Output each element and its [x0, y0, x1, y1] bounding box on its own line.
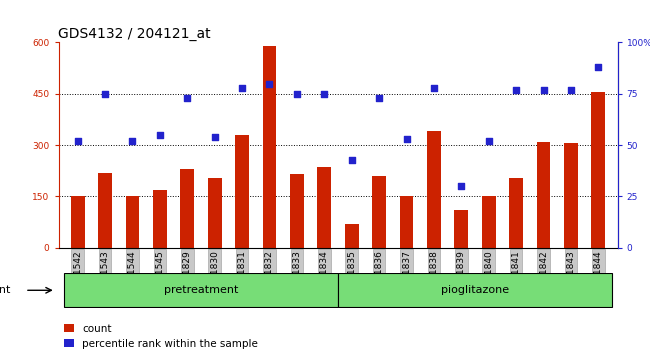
- Bar: [208, 178, 222, 248]
- Text: GDS4132 / 204121_at: GDS4132 / 204121_at: [58, 28, 211, 41]
- Bar: [427, 131, 441, 248]
- Bar: [537, 142, 551, 248]
- Bar: [564, 143, 578, 248]
- Bar: [372, 176, 386, 248]
- Bar: [235, 135, 249, 248]
- Point: [538, 87, 549, 92]
- Legend: count, percentile rank within the sample: count, percentile rank within the sample: [64, 324, 258, 349]
- Bar: [454, 210, 468, 248]
- Text: pretreatment: pretreatment: [164, 285, 238, 295]
- Text: agent: agent: [0, 285, 11, 295]
- Point: [511, 87, 521, 92]
- Point: [155, 132, 165, 138]
- Bar: [509, 178, 523, 248]
- Bar: [98, 172, 112, 248]
- Point: [209, 134, 220, 140]
- Point: [484, 138, 494, 144]
- Point: [127, 138, 138, 144]
- Bar: [317, 167, 331, 248]
- Point: [401, 136, 411, 142]
- Bar: [482, 196, 495, 248]
- Bar: [181, 169, 194, 248]
- Point: [566, 87, 576, 92]
- Point: [100, 91, 110, 97]
- Bar: [153, 190, 167, 248]
- Point: [265, 81, 275, 86]
- Point: [593, 64, 603, 70]
- Point: [456, 183, 467, 189]
- Bar: [592, 92, 605, 248]
- Bar: [338, 273, 612, 307]
- Point: [319, 91, 330, 97]
- Bar: [290, 174, 304, 248]
- Text: pioglitazone: pioglitazone: [441, 285, 509, 295]
- Bar: [71, 196, 84, 248]
- Bar: [400, 196, 413, 248]
- Bar: [263, 46, 276, 248]
- Point: [237, 85, 247, 91]
- Point: [182, 95, 192, 101]
- Point: [346, 157, 357, 162]
- Point: [292, 91, 302, 97]
- Bar: [345, 224, 359, 248]
- Point: [429, 85, 439, 91]
- Point: [374, 95, 384, 101]
- Bar: [64, 273, 338, 307]
- Bar: [125, 196, 139, 248]
- Point: [73, 138, 83, 144]
